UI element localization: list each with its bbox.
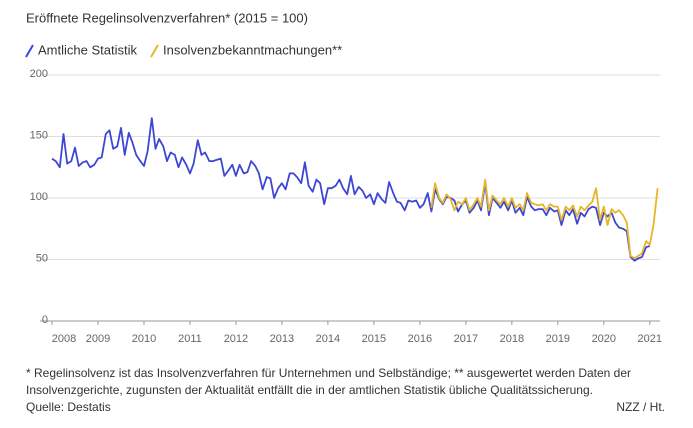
x-tick-label: 2019 [546, 333, 570, 345]
x-tick-label: 2016 [408, 333, 432, 345]
x-tick-label: 2014 [316, 333, 340, 345]
legend-label: Insolvenzbekanntmachungen** [163, 42, 342, 57]
series-line [430, 178, 659, 260]
y-tick-label: 200 [30, 68, 48, 80]
x-tick-label: 2018 [500, 333, 524, 345]
source: Quelle: Destatis [26, 400, 111, 414]
credit: NZZ / Ht. [616, 400, 665, 414]
series-line [51, 117, 651, 262]
x-tick-label: 2017 [454, 333, 478, 345]
x-tick-label: 2011 [178, 333, 202, 345]
y-tick-label: 150 [30, 129, 48, 141]
y-tick-label: 0 [42, 314, 48, 326]
y-tick-label: 50 [36, 252, 48, 264]
chart-title: Eröffnete Regelinsolvenzverfahren* (2015… [26, 10, 308, 25]
x-tick-label: 2015 [362, 333, 386, 345]
x-tick-label: 2008 [52, 333, 76, 345]
x-tick-label: 2013 [270, 333, 294, 345]
y-tick-label: 100 [30, 191, 48, 203]
x-tick-label: 2010 [132, 333, 156, 345]
legend-label: Amtliche Statistik [38, 42, 137, 57]
footnote: * Regelinsolvenz ist das Insolvenzverfah… [26, 366, 632, 397]
legend-swatch [150, 44, 159, 58]
legend-swatch [25, 44, 34, 58]
x-tick-label: 2021 [638, 333, 662, 345]
x-tick-label: 2012 [224, 333, 248, 345]
x-tick-label: 2020 [592, 333, 616, 345]
x-tick-label: 2009 [86, 333, 110, 345]
chart: Eröffnete Regelinsolvenzverfahren* (2015… [25, 10, 662, 345]
